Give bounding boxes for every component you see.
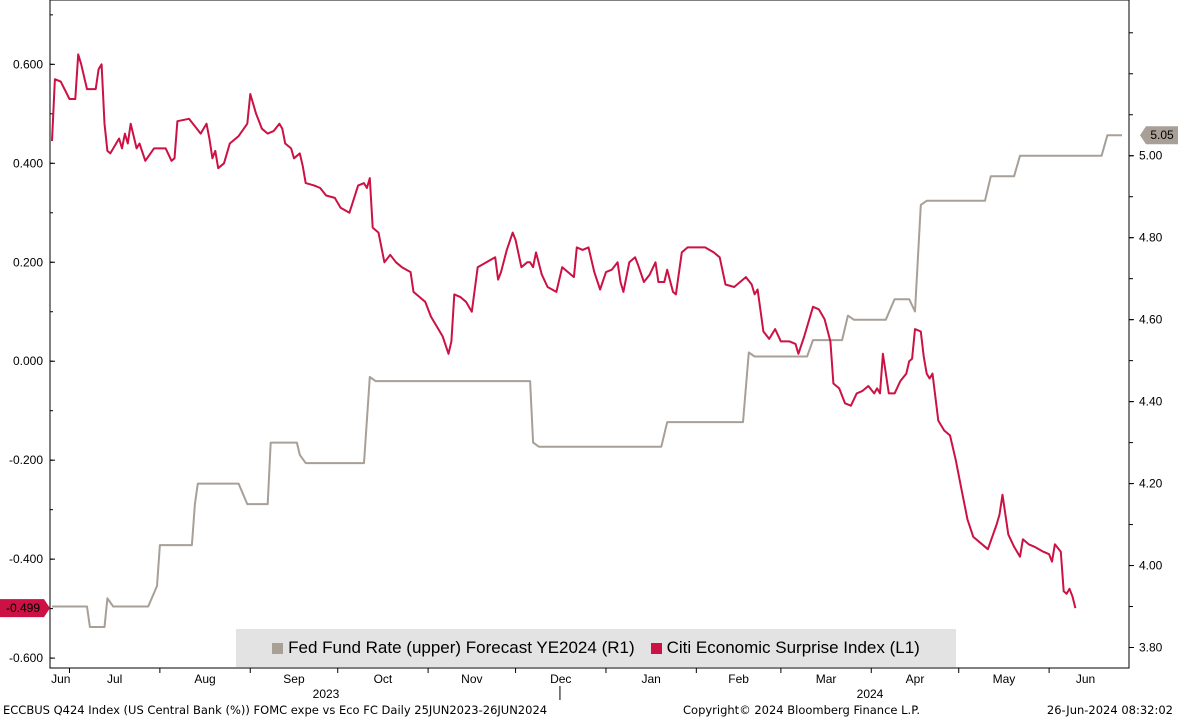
- left-tick-label: -0.200: [9, 453, 43, 467]
- series-layer: [51, 53, 1122, 628]
- month-label: Jan: [641, 672, 660, 686]
- left-tick-label: -0.400: [9, 552, 43, 566]
- footer-copyright: Copyright© 2024 Bloomberg Finance L.P.: [683, 703, 920, 717]
- legend: Fed Fund Rate (upper) Forecast YE2024 (R…: [236, 629, 956, 667]
- right-tick-label: 4.40: [1139, 395, 1163, 409]
- left-tick-label: 0.000: [13, 354, 43, 368]
- legend-item-citi: Citi Economic Surprise Index (L1): [650, 638, 920, 658]
- last-value-labels: 5.05 -0.499: [0, 126, 1178, 618]
- chart-area: 0.600 0.400 0.200 0.000 -0.200 -0.400 -0.600 5…: [0, 0, 1178, 700]
- month-label: Apr: [906, 672, 925, 686]
- month-label: May: [993, 672, 1016, 686]
- citi-surprise-line: [51, 53, 1077, 609]
- right-tick-label: 4.60: [1139, 313, 1163, 327]
- right-tick-label: 3.80: [1139, 641, 1163, 655]
- month-label: Jun: [51, 672, 70, 686]
- month-label: Aug: [194, 672, 215, 686]
- legend-swatch-fed-fund: [272, 642, 284, 654]
- fed-fund-forecast-line: [52, 134, 1122, 628]
- right-tick-label: 4.00: [1139, 559, 1163, 573]
- right-tick-label: 4.20: [1139, 477, 1163, 491]
- legend-item-fed-fund: Fed Fund Rate (upper) Forecast YE2024 (R…: [272, 638, 635, 658]
- fed-last-value-box: [1140, 126, 1178, 145]
- right-tick-label: 5.00: [1139, 149, 1163, 163]
- month-label: Nov: [461, 672, 482, 686]
- left-tick-label: 0.200: [13, 255, 43, 269]
- legend-label-fed-fund: Fed Fund Rate (upper) Forecast YE2024 (R…: [288, 638, 635, 657]
- year-label-2024: 2024: [857, 687, 884, 700]
- month-label: Feb: [728, 672, 749, 686]
- x-axis: Jun Jul Aug Sep Oct Nov Dec Jan Feb Mar Apr May Jun 2…: [51, 668, 1095, 700]
- plot-frame: [49, 0, 1130, 669]
- footer: ECCBUS Q424 Index (US Central Bank (%)) …: [0, 703, 1179, 720]
- footer-ticker-info: ECCBUS Q424 Index (US Central Bank (%)) …: [3, 703, 548, 717]
- left-tick-label: 0.600: [13, 57, 43, 71]
- month-label: Jun: [1076, 672, 1095, 686]
- month-label: Dec: [550, 672, 571, 686]
- left-tick-label: -0.600: [9, 651, 43, 665]
- right-tick-label: 4.80: [1139, 231, 1163, 245]
- left-axis: 0.600 0.400 0.200 0.000 -0.200 -0.400 -0.600: [9, 14, 55, 665]
- month-label: Jul: [107, 672, 122, 686]
- legend-label-citi: Citi Economic Surprise Index (L1): [666, 638, 920, 657]
- left-tick-label: 0.400: [13, 156, 43, 170]
- citi-last-value-label: -0.499: [6, 601, 40, 615]
- footer-timestamp: 26-Jun-2024 08:32:02: [1046, 703, 1173, 717]
- month-label: Sep: [283, 672, 305, 686]
- fed-last-value-label: 5.05: [1150, 128, 1174, 142]
- citi-last-value-box: [0, 599, 50, 618]
- month-label: Mar: [816, 672, 837, 686]
- legend-swatch-citi: [650, 642, 662, 654]
- year-label-2023: 2023: [313, 687, 340, 700]
- month-label: Oct: [374, 672, 393, 686]
- right-axis: 5.00 4.80 4.60 4.40 4.20 4.00 3.80: [1129, 32, 1163, 655]
